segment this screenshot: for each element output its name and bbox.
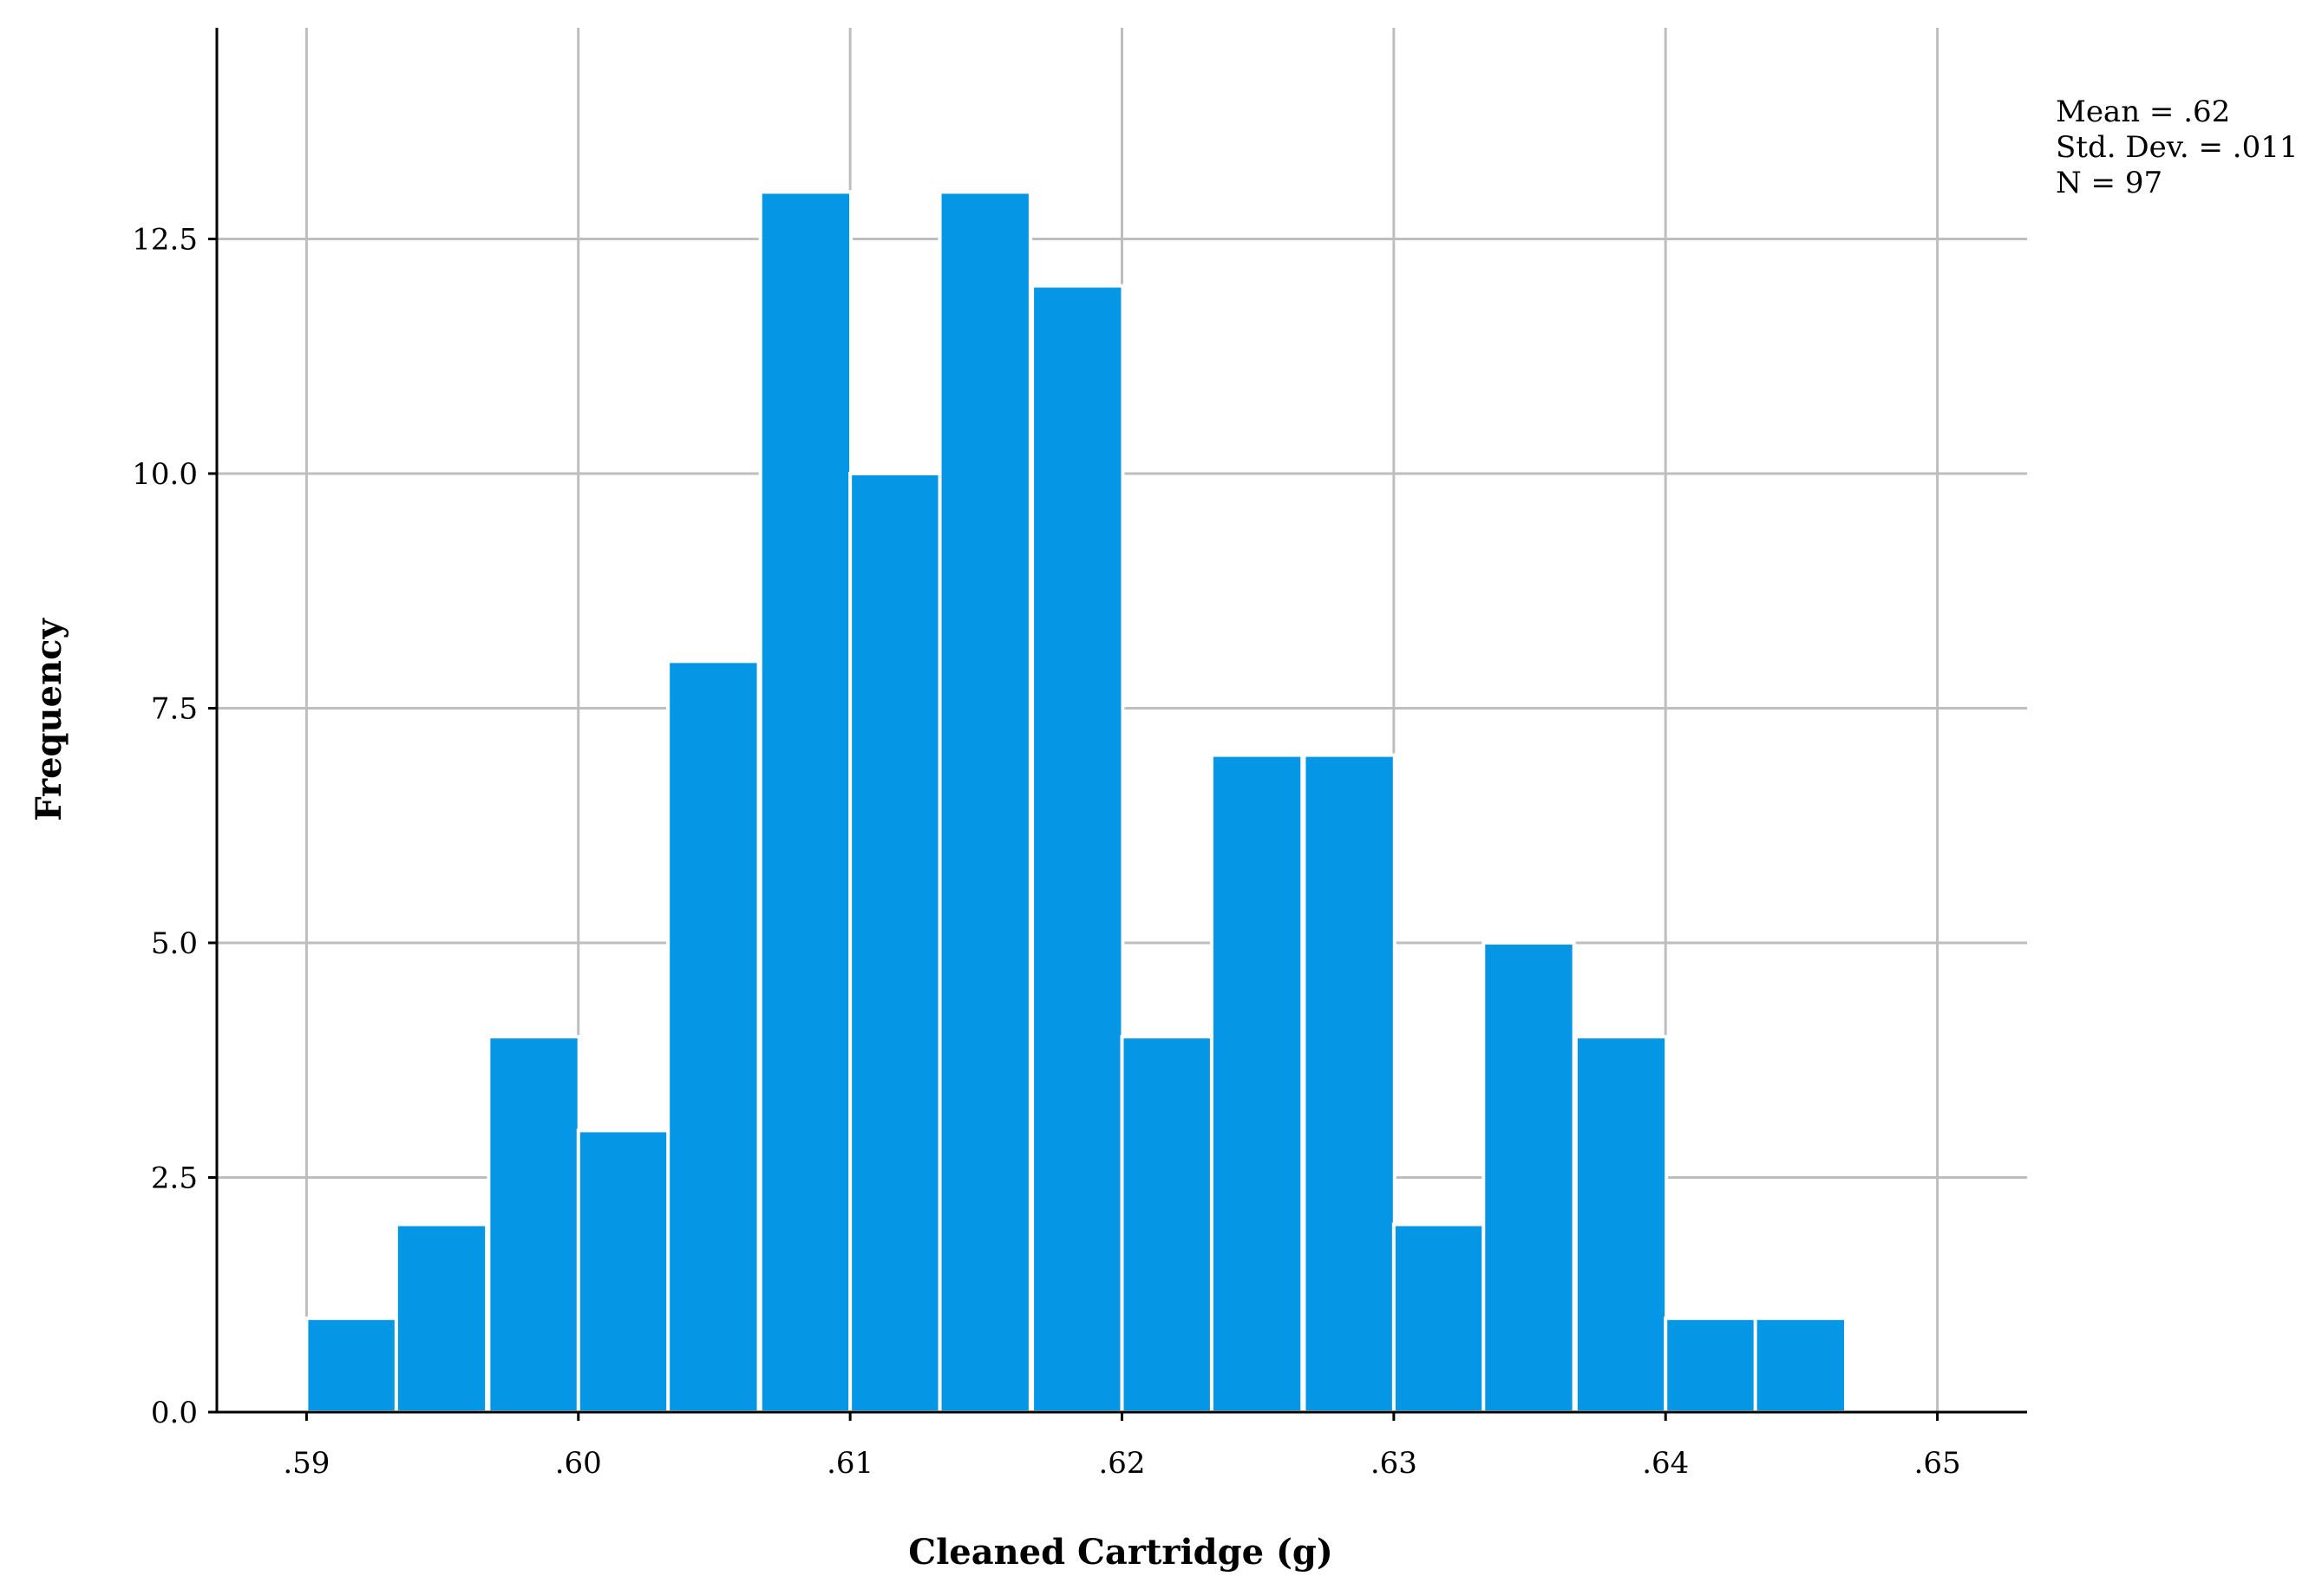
histogram-bar — [758, 190, 854, 1414]
histogram-bar — [1030, 284, 1125, 1414]
histogram-bar — [1120, 1035, 1214, 1414]
histogram-bar — [1664, 1316, 1758, 1415]
x-tick-label: .59 — [283, 1446, 330, 1481]
stats-std-dev: Std. Dev. = .011 — [2056, 130, 2299, 165]
histogram-bar — [938, 190, 1032, 1414]
x-tick-label: .65 — [1914, 1446, 1961, 1481]
axes — [208, 28, 2027, 1421]
histogram-bars — [304, 190, 1848, 1415]
histogram-bar — [1753, 1316, 1848, 1415]
y-tick-label: 12.5 — [132, 222, 198, 257]
y-axis-tick-labels: 0.0 2.5 5.0 7.5 10.0 12.5 — [132, 222, 198, 1430]
x-tick-label: .60 — [555, 1446, 602, 1481]
x-tick-label: .62 — [1098, 1446, 1145, 1481]
y-tick-label: 7.5 — [151, 691, 198, 726]
x-axis-tick-labels: .59 .60 .61 .62 .63 .64 .65 — [283, 1446, 1960, 1481]
x-tick-label: .63 — [1370, 1446, 1417, 1481]
histogram-bar — [1391, 1222, 1487, 1415]
histogram-bar — [1482, 940, 1576, 1414]
histogram-bar — [394, 1222, 489, 1415]
histogram-bar — [304, 1316, 399, 1415]
x-tick-label: .64 — [1642, 1446, 1689, 1481]
histogram-bar — [1573, 1035, 1669, 1414]
y-tick-label: 2.5 — [151, 1161, 198, 1195]
y-tick-label: 0.0 — [151, 1396, 198, 1430]
stats-mean: Mean = .62 — [2056, 95, 2230, 129]
histogram-bar — [487, 1035, 581, 1414]
y-tick-label: 5.0 — [151, 926, 198, 961]
histogram-bar — [666, 659, 761, 1414]
histogram-bar — [576, 1128, 671, 1414]
histogram-bar — [848, 471, 943, 1415]
histogram-bar — [1302, 753, 1396, 1414]
histogram-bar — [1209, 753, 1305, 1414]
y-axis-title: Frequency — [29, 618, 69, 821]
y-tick-label: 10.0 — [132, 457, 198, 492]
x-tick-label: .61 — [827, 1446, 873, 1481]
summary-statistics: Mean = .62 Std. Dev. = .011 N = 97 — [2056, 95, 2299, 200]
x-axis-title: Cleaned Cartridge (g) — [908, 1532, 1333, 1573]
stats-n: N = 97 — [2056, 166, 2162, 200]
